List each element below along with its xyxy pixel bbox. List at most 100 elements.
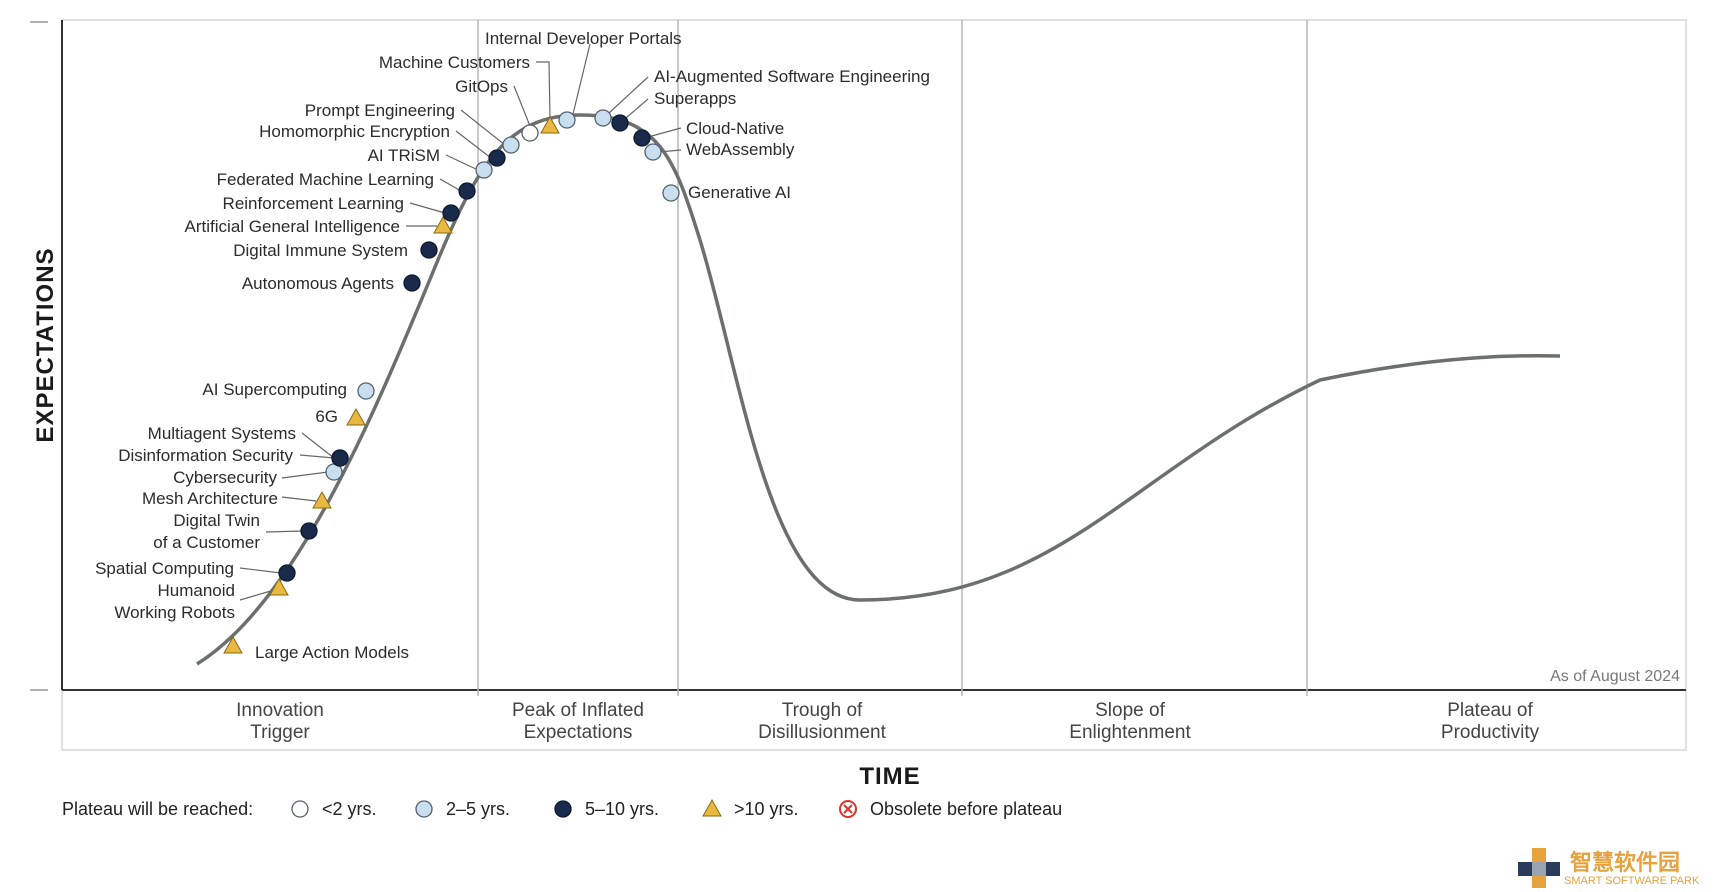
phase-label: Plateau of Productivity — [1441, 700, 1540, 743]
technology-marker — [346, 407, 366, 426]
leader-line — [301, 432, 335, 459]
technology-marker — [300, 522, 318, 540]
technology-marker — [269, 577, 289, 596]
phase-labels: Innovation Trigger Peak of Inflated Expecta… — [236, 700, 1539, 743]
logo-block — [1518, 862, 1532, 876]
logo-block — [1532, 876, 1546, 888]
technology-marker — [433, 215, 453, 234]
phase-label: Slope of Enlightenment — [1069, 700, 1191, 743]
y-axis-title: EXPECTATIONS — [32, 247, 59, 442]
technology-marker — [633, 129, 651, 147]
leader-line — [239, 589, 275, 601]
phase-dividers — [477, 20, 1308, 696]
technology-label: Digital Twin of a Customer — [153, 511, 260, 552]
legend: Plateau will be reached: <2 yrs. 2–5 yrs. 5… — [62, 798, 1062, 819]
technology-label: AI TRiSM — [368, 146, 440, 165]
leader-line — [409, 202, 446, 214]
legend-marker — [415, 800, 433, 818]
technology-marker — [403, 274, 421, 292]
leader-line — [647, 127, 682, 138]
technology-label: Internal Developer Portals — [485, 29, 682, 48]
leader-line — [460, 109, 506, 146]
technology-marker — [488, 149, 506, 167]
technology-marker — [521, 124, 539, 142]
leader-line — [439, 178, 462, 192]
leader-line — [572, 43, 591, 115]
technology-markers — [223, 109, 680, 654]
x-axis-title: TIME — [859, 763, 920, 790]
technology-label: AI Supercomputing — [202, 380, 347, 399]
technology-labels: Large Action Models Humanoid Working Robot… — [95, 29, 930, 662]
technology-label: 6G — [315, 407, 338, 426]
technology-label: Mesh Architecture — [142, 489, 278, 508]
leader-line — [299, 454, 335, 459]
technology-label: Digital Immune System — [233, 241, 408, 260]
legend-item-label: >10 yrs. — [734, 799, 799, 819]
technology-marker — [223, 635, 243, 654]
leader-line — [239, 567, 282, 574]
hype-curve — [196, 113, 1561, 666]
leader-line — [658, 149, 682, 153]
technology-label: Disinformation Security — [118, 446, 293, 465]
technology-marker — [558, 111, 576, 129]
technology-marker — [662, 184, 680, 202]
technology-marker — [458, 182, 476, 200]
leader-line — [536, 61, 551, 120]
technology-marker — [540, 115, 560, 134]
technology-label: Cybersecurity — [173, 468, 277, 487]
technology-label: Superapps — [654, 89, 736, 108]
phase-label: Peak of Inflated Expectations — [512, 700, 644, 743]
legend-marker — [291, 800, 309, 818]
technology-label: Cloud-Native — [686, 119, 784, 138]
as-of-note: As of August 2024 — [1550, 668, 1680, 685]
legend-item-label: Obsolete before plateau — [870, 799, 1062, 819]
legend-title: Plateau will be reached: — [62, 799, 253, 819]
technology-marker — [357, 382, 375, 400]
technology-label: Reinforcement Learning — [223, 194, 404, 213]
technology-marker — [644, 143, 662, 161]
technology-label: Prompt Engineering — [305, 101, 455, 120]
logo-text-en: SMART SOFTWARE PARK — [1564, 875, 1700, 887]
technology-label: Large Action Models — [255, 643, 409, 662]
phase-label: Trough of Disillusionment — [758, 700, 886, 743]
technology-label: Multiagent Systems — [148, 424, 296, 443]
legend-item-label: 5–10 yrs. — [585, 799, 659, 819]
leader-line — [608, 76, 649, 114]
phase-label: Innovation Trigger — [236, 700, 324, 743]
legend-item-label: <2 yrs. — [322, 799, 377, 819]
technology-marker — [611, 114, 629, 132]
logo-text-cn: 智慧软件园 — [1570, 850, 1680, 875]
logo-block — [1546, 862, 1560, 876]
technology-label: Autonomous Agents — [242, 274, 394, 293]
technology-marker — [502, 136, 520, 154]
technology-marker — [331, 449, 349, 467]
technology-marker — [278, 564, 296, 582]
technology-marker — [475, 161, 493, 179]
logo-block — [1532, 862, 1546, 876]
legend-marker — [702, 798, 722, 817]
technology-label: Generative AI — [688, 183, 791, 202]
technology-label: WebAssembly — [686, 140, 795, 159]
legend-marker — [554, 800, 572, 818]
leader-line — [455, 130, 492, 159]
technology-label: AI-Augmented Software Engineering — [654, 67, 930, 86]
leader-line — [513, 85, 531, 127]
leader-line — [265, 530, 304, 533]
technology-marker — [594, 109, 612, 127]
technology-label: GitOps — [455, 77, 508, 96]
technology-marker — [420, 241, 438, 259]
technology-label: Spatial Computing — [95, 559, 234, 578]
leader-line — [445, 154, 479, 171]
leader-line — [281, 496, 317, 502]
leader-line — [625, 98, 649, 119]
legend-marker — [839, 800, 857, 818]
technology-marker — [442, 204, 460, 222]
technology-label: Machine Customers — [379, 53, 530, 72]
technology-label: Homomorphic Encryption — [259, 122, 450, 141]
technology-marker — [312, 490, 332, 509]
technology-label: Humanoid Working Robots — [114, 581, 235, 622]
technology-label: Artificial General Intelligence — [185, 217, 400, 236]
